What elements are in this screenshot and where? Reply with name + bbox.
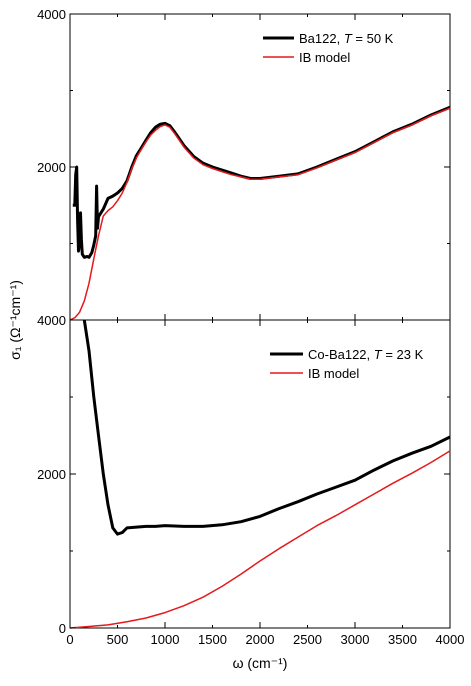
x-tick-label: 4000 <box>436 632 465 647</box>
legend-label-1-1: IB model <box>308 366 359 381</box>
y-axis-title: σ₁ (Ω⁻¹cm⁻¹) <box>7 280 23 360</box>
x-tick-label: 2500 <box>293 632 322 647</box>
x-tick-label: 3000 <box>341 632 370 647</box>
legend-label-0-0: Ba122, T = 50 K <box>299 31 394 46</box>
y-tick-label: 4000 <box>37 313 66 328</box>
x-tick-label: 1000 <box>151 632 180 647</box>
legend-label-1-0: Co-Ba122, T = 23 K <box>308 347 424 362</box>
x-tick-label: 2000 <box>246 632 275 647</box>
plot-marks: Ba122, T = 50 K IB model Co-Ba122, T = 23 … <box>69 31 451 629</box>
x-tick-label: 500 <box>107 632 129 647</box>
axis-ticks: 2000 4000 0 500 1000 1500 2000 2500 3000 3500 4000… <box>37 7 464 647</box>
series-line-1-0 <box>82 319 451 536</box>
series-line-0-0 <box>72 105 451 259</box>
legend-label-0-1: IB model <box>299 50 350 65</box>
y-tick-label: 0 <box>59 621 66 636</box>
x-tick-label: 3500 <box>388 632 417 647</box>
y-tick-label: 2000 <box>37 467 66 482</box>
y-tick-label: 4000 <box>37 7 66 22</box>
series-line-1-1 <box>69 450 451 629</box>
top-panel-frame <box>69 13 451 321</box>
x-tick-label: 1500 <box>198 632 227 647</box>
bottom-panel-frame <box>69 319 451 629</box>
x-axis-title: ω (cm⁻¹) <box>233 655 288 671</box>
y-tick-label: 2000 <box>37 160 66 175</box>
series-line-0-1 <box>69 107 451 321</box>
x-tick-label: 0 <box>66 632 73 647</box>
